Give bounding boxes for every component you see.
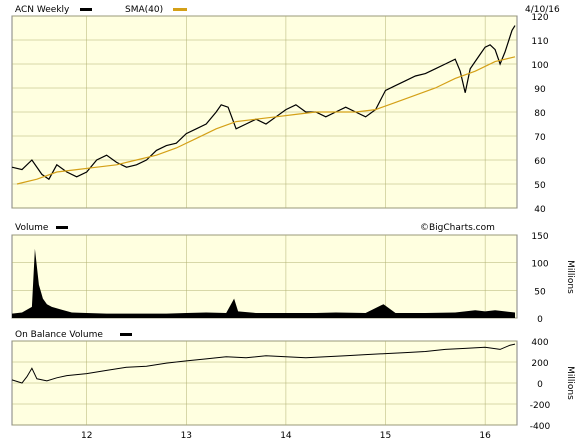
price-panel: ACN Weekly SMA(40) 4/10/16 40 50 60 70 80 90 1… [11, 5, 560, 215]
date-label: 4/10/16 [525, 5, 560, 15]
obv-y-ticks: -400 -200 0 200 400 [530, 338, 551, 432]
price-y-tick-label: 110 [531, 37, 548, 47]
volume-plot-area [11, 234, 518, 319]
volume-y-ticks: 0 50 100 150 [531, 232, 548, 325]
price-y-tick-label: 60 [534, 157, 546, 167]
price-legend-label: ACN Weekly [15, 5, 70, 15]
volume-y-tick-label: 100 [531, 260, 548, 270]
x-year-label: 16 [479, 431, 491, 441]
price-y-tick-label: 50 [534, 181, 546, 191]
volume-series [12, 248, 515, 318]
price-legend-swatch [80, 8, 92, 11]
price-y-tick-label: 40 [534, 205, 546, 215]
volume-panel: Volume ©BigCharts.com 0 50 100 150 Millions [11, 223, 575, 325]
volume-axis-label: Millions [565, 260, 575, 294]
price-y-tick-label: 70 [534, 133, 546, 143]
x-year-label: 12 [81, 431, 92, 441]
x-year-label: 15 [380, 431, 391, 441]
volume-y-tick-label: 150 [531, 232, 548, 242]
obv-gridlines [12, 340, 517, 426]
price-y-tick-label: 100 [531, 61, 548, 71]
obv-y-tick-label: 400 [531, 338, 548, 348]
obv-series [11, 343, 516, 384]
obv-axis-label: Millions [565, 366, 575, 400]
price-y-tick-label: 80 [534, 109, 546, 119]
obv-y-tick-label: 0 [537, 380, 543, 390]
volume-legend-label: Volume [15, 223, 49, 233]
price-y-tick-label: 90 [534, 85, 546, 95]
obv-legend-swatch [120, 333, 132, 336]
x-year-label: 14 [280, 431, 292, 441]
sma-legend-label: SMA(40) [125, 5, 163, 15]
obv-y-tick-label: 200 [531, 359, 548, 369]
volume-legend-swatch [56, 226, 68, 229]
price-y-ticks: 40 50 60 70 80 90 100 110 120 [531, 13, 548, 215]
volume-y-tick-label: 50 [534, 287, 546, 297]
price-y-tick-label: 120 [531, 13, 548, 23]
obv-y-tick-label: -200 [530, 401, 551, 411]
sma-series [16, 56, 516, 185]
volume-y-tick-label: 0 [537, 315, 543, 325]
x-axis-year-labels: 12 13 14 15 16 [81, 431, 491, 441]
x-year-label: 13 [181, 431, 192, 441]
obv-panel: On Balance Volume -400 -200 0 200 400 Millio… [11, 330, 575, 432]
obv-y-tick-label: -400 [530, 422, 551, 432]
watermark: ©BigCharts.com [420, 223, 495, 233]
price-series [11, 25, 516, 181]
sma-legend-swatch [173, 8, 187, 11]
obv-legend-label: On Balance Volume [15, 330, 103, 340]
